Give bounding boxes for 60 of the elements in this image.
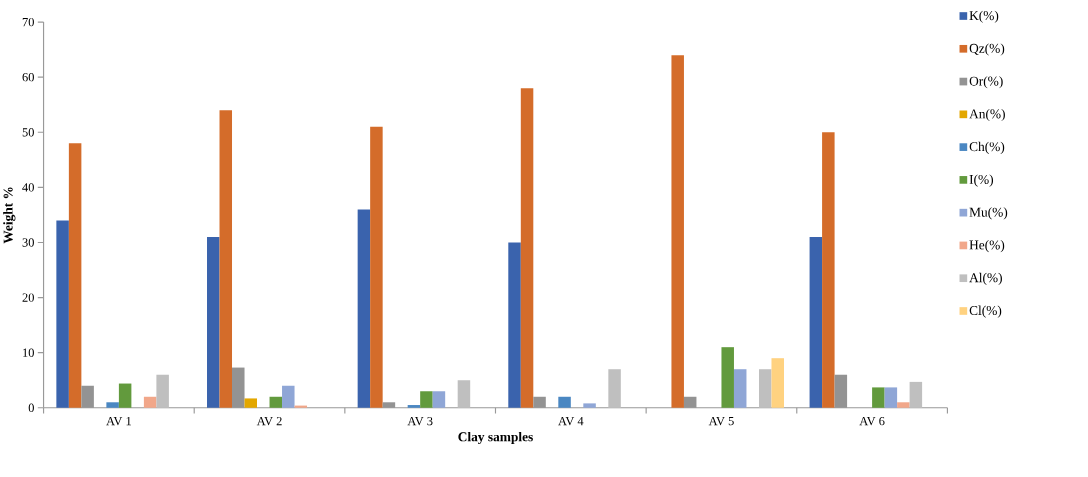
bar xyxy=(809,237,823,408)
bar xyxy=(520,88,534,408)
legend-label: An(%) xyxy=(969,109,1005,122)
bar xyxy=(872,387,885,408)
bar xyxy=(608,369,621,408)
legend-label: Cl(%) xyxy=(969,305,1002,318)
y-tick-label: 70 xyxy=(22,17,34,27)
bar xyxy=(232,367,245,408)
legend-label: K(%) xyxy=(969,10,999,23)
bar xyxy=(219,110,233,408)
bar xyxy=(884,387,898,408)
x-tick-label: AV 6 xyxy=(859,416,885,426)
x-tick-label: AV 4 xyxy=(558,416,584,426)
bar xyxy=(156,374,169,408)
bar xyxy=(558,396,571,408)
y-tick-label: 60 xyxy=(22,73,34,82)
bar xyxy=(118,383,132,408)
y-tick-label: 0 xyxy=(28,403,34,413)
y-tick-label: 50 xyxy=(22,128,34,137)
bar xyxy=(771,358,784,408)
y-tick-label: 30 xyxy=(22,238,34,247)
x-tick-label: AV 3 xyxy=(407,416,433,426)
y-tick-label: 40 xyxy=(22,183,34,192)
bar xyxy=(269,396,283,408)
bar xyxy=(432,391,446,408)
legend-label: He(%) xyxy=(969,240,1005,253)
bar xyxy=(909,381,923,408)
bar xyxy=(357,209,371,408)
legend-label: Mu(%) xyxy=(969,207,1008,220)
bar xyxy=(758,369,772,408)
bar xyxy=(721,347,734,408)
legend-label: Ch(%) xyxy=(969,141,1005,154)
legend-label: I(%) xyxy=(969,174,994,187)
bar xyxy=(897,402,910,408)
bar xyxy=(508,242,521,408)
legend-label: Or(%) xyxy=(969,76,1003,89)
bar xyxy=(457,380,471,408)
bar xyxy=(671,55,684,408)
x-tick-label: AV 2 xyxy=(256,416,282,426)
bar xyxy=(583,403,596,408)
bar xyxy=(822,132,835,408)
bar xyxy=(207,237,220,408)
legend-label: Qz(%) xyxy=(969,43,1005,56)
bar xyxy=(370,126,383,408)
bar xyxy=(143,396,157,408)
bar xyxy=(407,405,421,408)
x-tick-label: AV 1 xyxy=(106,416,131,426)
bar xyxy=(244,398,258,408)
y-axis-title: Weight % xyxy=(3,187,16,244)
y-tick-label: 20 xyxy=(22,293,34,302)
bar xyxy=(56,220,69,408)
x-tick-label: AV 5 xyxy=(708,416,734,426)
bar xyxy=(733,369,747,408)
bar xyxy=(420,391,433,408)
bar xyxy=(106,402,119,408)
bar xyxy=(68,143,82,408)
y-tick-label: 10 xyxy=(23,348,34,357)
bar xyxy=(282,385,295,408)
legend-label: Al(%) xyxy=(969,272,1002,286)
x-axis-title: Clay samples xyxy=(458,431,533,445)
